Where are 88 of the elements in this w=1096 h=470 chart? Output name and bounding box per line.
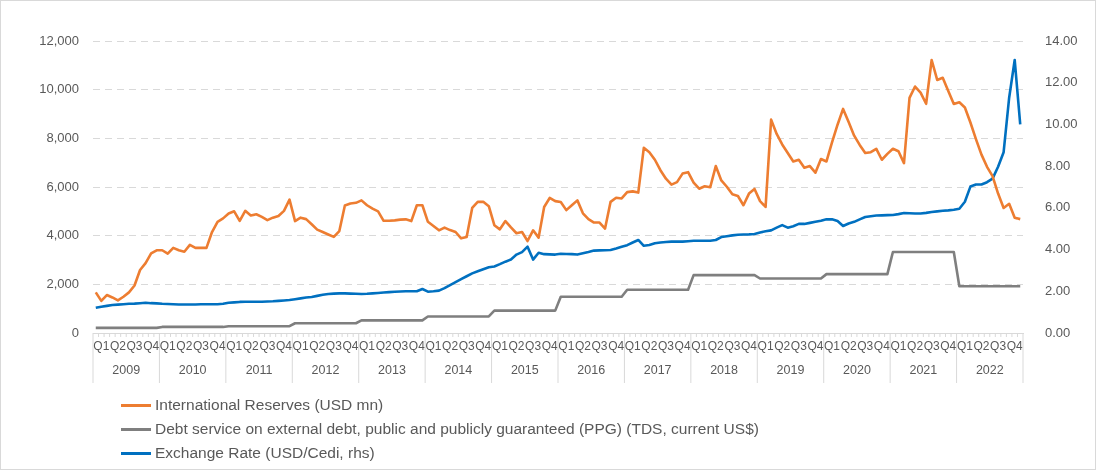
- text: 2022: [975, 363, 1004, 378]
- x-tick-label: Q4: [408, 338, 426, 353]
- x-tick-label: Q3: [790, 338, 808, 353]
- x-tick-label: Q3: [325, 338, 343, 353]
- text: 2011: [245, 363, 273, 378]
- y-tick-label: 8,000: [46, 129, 79, 145]
- x-tick-label: Q2: [973, 338, 990, 353]
- x-tick-label: Q2: [375, 338, 392, 353]
- x-tick-label: Q3: [857, 338, 874, 353]
- x-tick-label: Q4: [674, 338, 691, 353]
- x-tick-label: Q2: [442, 338, 459, 353]
- x-tick-label: Q3: [259, 338, 276, 353]
- x-tick-label: Q2: [176, 338, 193, 353]
- y2-tick-label: 4.00: [1045, 241, 1071, 257]
- x-tick-label: Q4: [475, 338, 492, 353]
- x-tick-label: Q1: [624, 338, 642, 353]
- text: 2017: [643, 363, 672, 378]
- x-tick-label: Q4: [740, 338, 758, 353]
- y2-tick-label: 2.00: [1045, 282, 1071, 298]
- x-tick-label: Q1: [691, 338, 708, 353]
- text: 2016: [577, 363, 606, 378]
- x-tick-label: Q2: [574, 338, 592, 353]
- x-tick-label: Q4: [275, 338, 293, 353]
- y-tick-label: 6,000: [46, 178, 79, 194]
- text: 2020: [843, 363, 871, 378]
- x-tick-label: Q1: [292, 338, 309, 353]
- x-tick-label: Q1: [359, 338, 376, 353]
- x-tick-label: Q1: [558, 338, 575, 353]
- x-tick-label: Q1: [824, 338, 841, 353]
- x-tick-label: Q2: [508, 338, 525, 353]
- x-tick-label: Q4: [940, 338, 957, 353]
- legend-label: International Reserves (USD mn): [155, 395, 384, 415]
- y-tick-label: 0: [71, 324, 79, 340]
- x-tick-label: Q1: [491, 338, 509, 353]
- y-tick-label: 10,000: [39, 81, 79, 97]
- text: 2014: [444, 363, 473, 378]
- x-tick-label: Q3: [392, 338, 409, 353]
- x-tick-label: Q2: [907, 338, 924, 353]
- y-tick-label: 4,000: [46, 227, 79, 243]
- x-tick-label: Q3: [724, 338, 741, 353]
- y2-tick-label: 8.00: [1045, 157, 1071, 173]
- x-tick-label: Q1: [93, 338, 110, 353]
- x-tick-label: Q3: [591, 338, 608, 353]
- x-tick-label: Q3: [126, 338, 143, 353]
- x-tick-label: Q1: [757, 338, 774, 353]
- x-tick-label: Q2: [774, 338, 791, 353]
- y-tick-label: 2,000: [46, 275, 79, 291]
- x-tick-label: Q4: [1006, 338, 1024, 353]
- text: 2021: [909, 363, 938, 378]
- text: 2012: [311, 363, 340, 378]
- x-tick-label: Q4: [807, 338, 824, 353]
- x-tick-label: Q2: [309, 338, 326, 353]
- x-tick-label: Q3: [923, 338, 940, 353]
- y2-tick-label: 6.00: [1045, 199, 1071, 215]
- x-tick-label: Q3: [458, 338, 475, 353]
- x-tick-label: Q3: [525, 338, 542, 353]
- y-tick-label: 12,000: [39, 32, 79, 48]
- text: 2019: [776, 363, 805, 378]
- x-tick-label: Q2: [641, 338, 658, 353]
- legend-label: Debt service on external debt, public and publicly guaranteed (PPG) (TDS, current US$): [155, 419, 759, 439]
- x-tick-label: Q3: [657, 338, 675, 353]
- x-tick-label: Q1: [956, 338, 974, 353]
- x-tick-label: Q2: [840, 338, 857, 353]
- x-tick-label: Q1: [890, 338, 907, 353]
- x-tick-label: Q4: [342, 338, 359, 353]
- text: 2018: [710, 363, 739, 378]
- y2-tick-label: 0.00: [1045, 324, 1071, 340]
- y2-tick-label: 10.00: [1045, 116, 1078, 132]
- x-tick-label: Q2: [707, 338, 725, 353]
- x-tick-label: Q4: [541, 338, 559, 353]
- x-tick-label: Q3: [192, 338, 210, 353]
- y2-tick-label: 12.00: [1045, 74, 1078, 90]
- x-tick-label: Q1: [226, 338, 243, 353]
- text: 2015: [510, 363, 539, 378]
- legend-label: Exchange Rate (USD/Cedi, rhs): [155, 443, 375, 463]
- text: 2009: [112, 363, 141, 378]
- y2-tick-label: 14.00: [1045, 32, 1078, 48]
- text: 2013: [378, 363, 406, 378]
- x-tick-label: Q2: [109, 338, 127, 353]
- x-tick-label: Q3: [990, 338, 1007, 353]
- x-tick-label: Q4: [209, 338, 226, 353]
- x-tick-label: Q4: [143, 338, 160, 353]
- x-tick-label: Q2: [242, 338, 260, 353]
- x-tick-label: Q1: [159, 338, 177, 353]
- x-tick-label: Q4: [873, 338, 891, 353]
- x-tick-label: Q1: [425, 338, 442, 353]
- x-tick-label: Q4: [608, 338, 625, 353]
- text: 2010: [178, 363, 207, 378]
